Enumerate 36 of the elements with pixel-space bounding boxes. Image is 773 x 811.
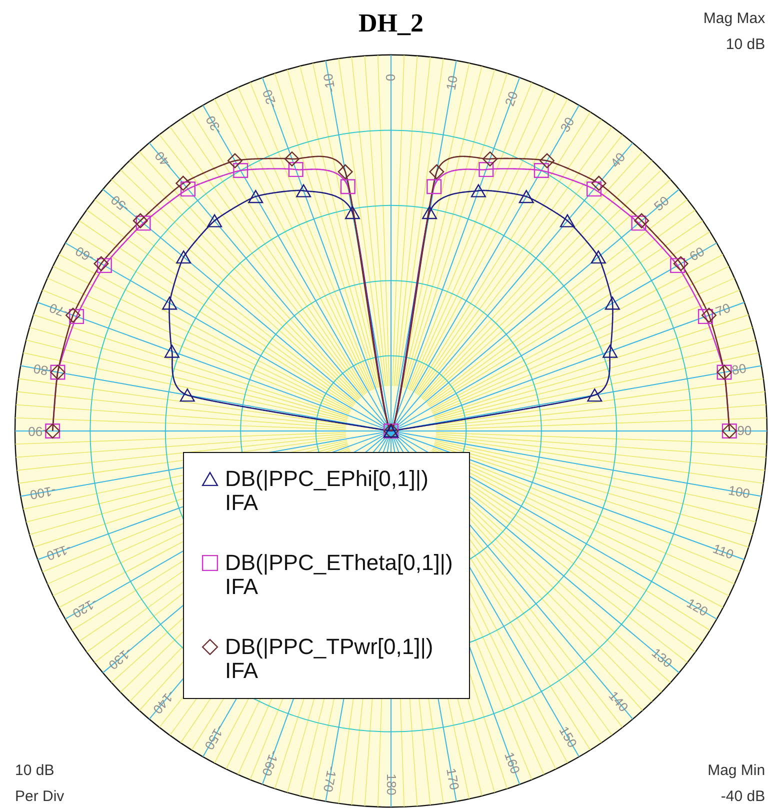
spoke-label: -50 [108, 192, 132, 216]
spoke-label: -80 [32, 361, 54, 380]
spoke-label: 150 [556, 724, 580, 750]
spoke-label: -130 [106, 644, 136, 673]
text: Mag Min -40 dB [708, 762, 766, 806]
spoke-label: -30 [202, 113, 226, 138]
spoke-label: -20 [259, 88, 280, 110]
spoke-label: 20 [502, 89, 521, 108]
spoke-label: 40 [607, 150, 628, 170]
spoke-label: 60 [686, 244, 707, 264]
chart-title: DH_2 [358, 8, 424, 38]
text: 10 dB Per Div [15, 762, 65, 806]
spoke-label: 50 [651, 193, 672, 214]
spoke-label: 170 [444, 766, 462, 791]
spoke-label: -40 [152, 148, 176, 173]
spoke-label: -90 [28, 424, 47, 439]
spoke-label: 160 [502, 750, 524, 776]
spoke-label: -170 [320, 765, 340, 794]
spoke-label: 120 [684, 595, 710, 620]
spoke-label: -60 [72, 244, 97, 266]
spoke-label: 100 [727, 482, 752, 502]
spoke-label: -110 [44, 541, 74, 564]
spoke-label: 30 [557, 114, 578, 135]
spoke-label: 70 [714, 300, 732, 320]
spoke-label: 0 [383, 74, 398, 82]
text: Mag Max 10 dB [703, 10, 766, 54]
spoke-label: -70 [47, 300, 70, 321]
spoke-label: 130 [648, 645, 676, 671]
spoke-label: 10 [443, 74, 461, 92]
spoke-label: -120 [70, 595, 100, 622]
spoke-label: 80 [730, 360, 748, 378]
spoke-label: 140 [606, 688, 632, 715]
spoke-label: -10 [320, 72, 338, 94]
spoke-label: 180 [384, 774, 399, 796]
spoke-label: 110 [710, 540, 736, 562]
spoke-label: -100 [28, 483, 58, 503]
